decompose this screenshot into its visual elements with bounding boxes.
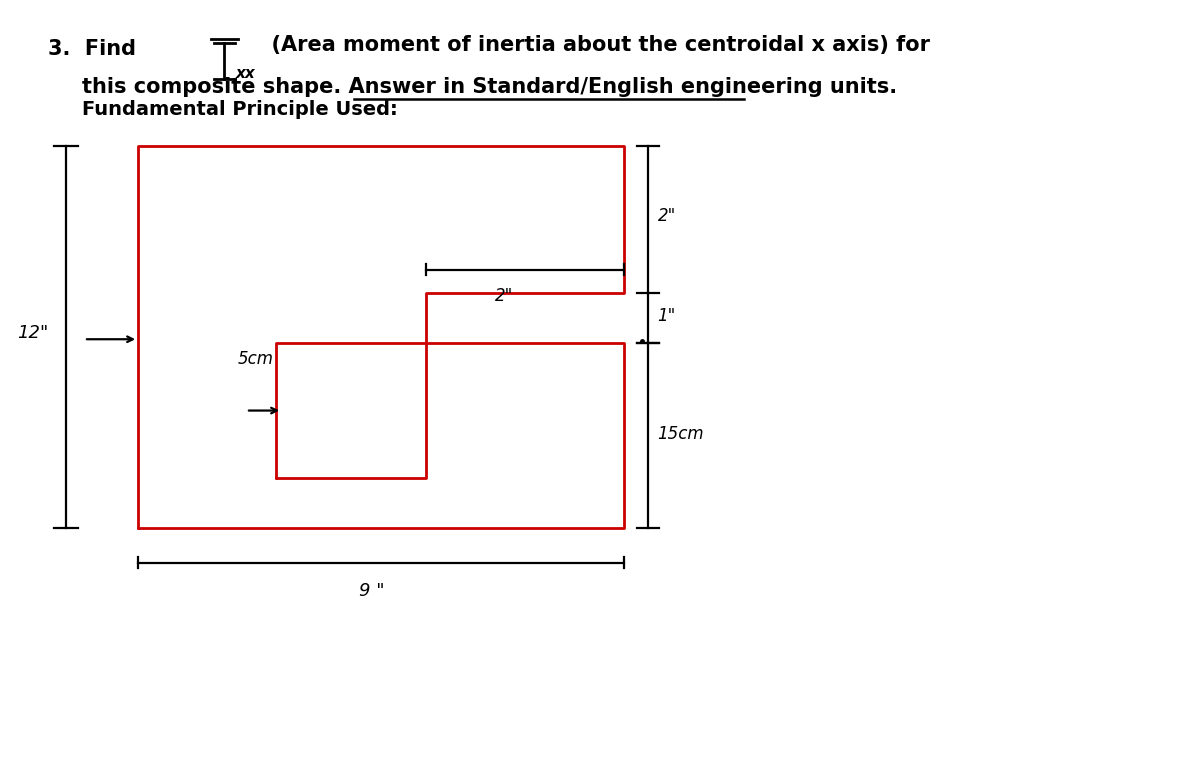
Text: xx: xx [235,66,254,81]
Text: 9 ": 9 " [359,582,385,600]
Text: 3.  Find: 3. Find [48,39,143,59]
Text: (Area moment of inertia about the centroidal x axis) for: (Area moment of inertia about the centro… [257,35,930,56]
Text: Fundamental Principle Used:: Fundamental Principle Used: [82,100,397,120]
Text: 12": 12" [17,325,48,342]
Text: 2": 2" [494,287,514,305]
Text: 5cm: 5cm [238,349,274,368]
Text: this composite shape. Answer in Standard/English engineering units.: this composite shape. Answer in Standard… [82,77,896,97]
Text: 1": 1" [658,308,676,325]
Text: 15cm: 15cm [658,425,704,443]
Text: 2": 2" [658,207,676,225]
